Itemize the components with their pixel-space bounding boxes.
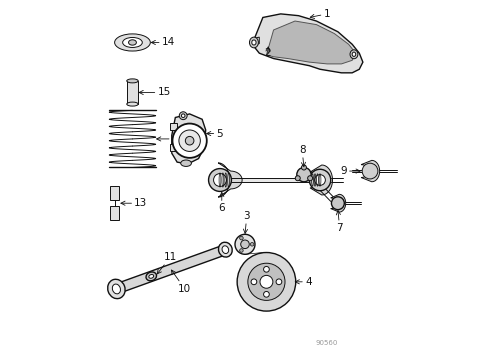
Circle shape — [264, 292, 270, 297]
Ellipse shape — [179, 112, 187, 120]
Polygon shape — [361, 160, 380, 182]
Circle shape — [315, 175, 325, 185]
Circle shape — [309, 169, 331, 191]
Circle shape — [241, 240, 249, 249]
Ellipse shape — [127, 102, 138, 106]
Circle shape — [251, 279, 257, 285]
Circle shape — [237, 252, 296, 311]
Circle shape — [172, 123, 207, 158]
Text: 8: 8 — [299, 145, 305, 167]
Polygon shape — [310, 165, 333, 195]
Text: 90560: 90560 — [316, 339, 339, 346]
Polygon shape — [172, 114, 206, 164]
Polygon shape — [331, 194, 345, 212]
Ellipse shape — [122, 37, 142, 48]
Text: 5: 5 — [207, 129, 223, 139]
Text: 1: 1 — [310, 9, 330, 19]
Bar — [110, 186, 119, 201]
Polygon shape — [170, 123, 177, 130]
Circle shape — [331, 197, 344, 210]
Ellipse shape — [127, 79, 138, 83]
Ellipse shape — [181, 114, 185, 117]
Ellipse shape — [128, 40, 136, 45]
Polygon shape — [252, 14, 363, 73]
Text: 11: 11 — [157, 252, 177, 274]
Circle shape — [240, 249, 243, 252]
Text: 12: 12 — [157, 134, 185, 144]
Text: 2: 2 — [265, 47, 271, 58]
Circle shape — [235, 234, 255, 254]
Ellipse shape — [222, 246, 229, 253]
Circle shape — [260, 275, 273, 288]
Ellipse shape — [350, 50, 358, 59]
Circle shape — [362, 163, 378, 179]
Ellipse shape — [146, 272, 156, 281]
Circle shape — [308, 176, 313, 181]
Circle shape — [264, 266, 270, 272]
Text: 4: 4 — [295, 277, 312, 287]
Text: 13: 13 — [121, 198, 147, 208]
Circle shape — [248, 263, 285, 300]
Ellipse shape — [181, 160, 192, 166]
Ellipse shape — [249, 37, 258, 48]
Ellipse shape — [219, 242, 232, 257]
Bar — [110, 206, 119, 220]
Bar — [231, 178, 313, 182]
Circle shape — [295, 176, 300, 181]
Ellipse shape — [252, 40, 256, 45]
Text: 7: 7 — [336, 211, 343, 233]
Text: 14: 14 — [151, 37, 175, 48]
Text: 15: 15 — [139, 87, 171, 98]
Circle shape — [179, 130, 200, 152]
Ellipse shape — [115, 34, 150, 51]
Polygon shape — [267, 21, 356, 64]
Text: 3: 3 — [244, 211, 250, 233]
Polygon shape — [115, 245, 227, 294]
Circle shape — [297, 167, 311, 182]
Polygon shape — [218, 163, 242, 197]
Circle shape — [214, 174, 226, 186]
Circle shape — [209, 168, 231, 192]
Circle shape — [301, 165, 306, 170]
Bar — [127, 81, 138, 104]
Ellipse shape — [352, 52, 356, 57]
Circle shape — [185, 136, 194, 145]
Circle shape — [276, 279, 282, 285]
Polygon shape — [170, 144, 177, 152]
Circle shape — [250, 243, 254, 246]
Circle shape — [240, 236, 243, 240]
Text: 6: 6 — [219, 192, 225, 213]
Ellipse shape — [108, 279, 125, 299]
Ellipse shape — [112, 284, 121, 294]
Ellipse shape — [149, 274, 154, 278]
Text: 10: 10 — [172, 270, 191, 294]
Polygon shape — [252, 37, 259, 46]
Text: 9: 9 — [340, 166, 360, 176]
